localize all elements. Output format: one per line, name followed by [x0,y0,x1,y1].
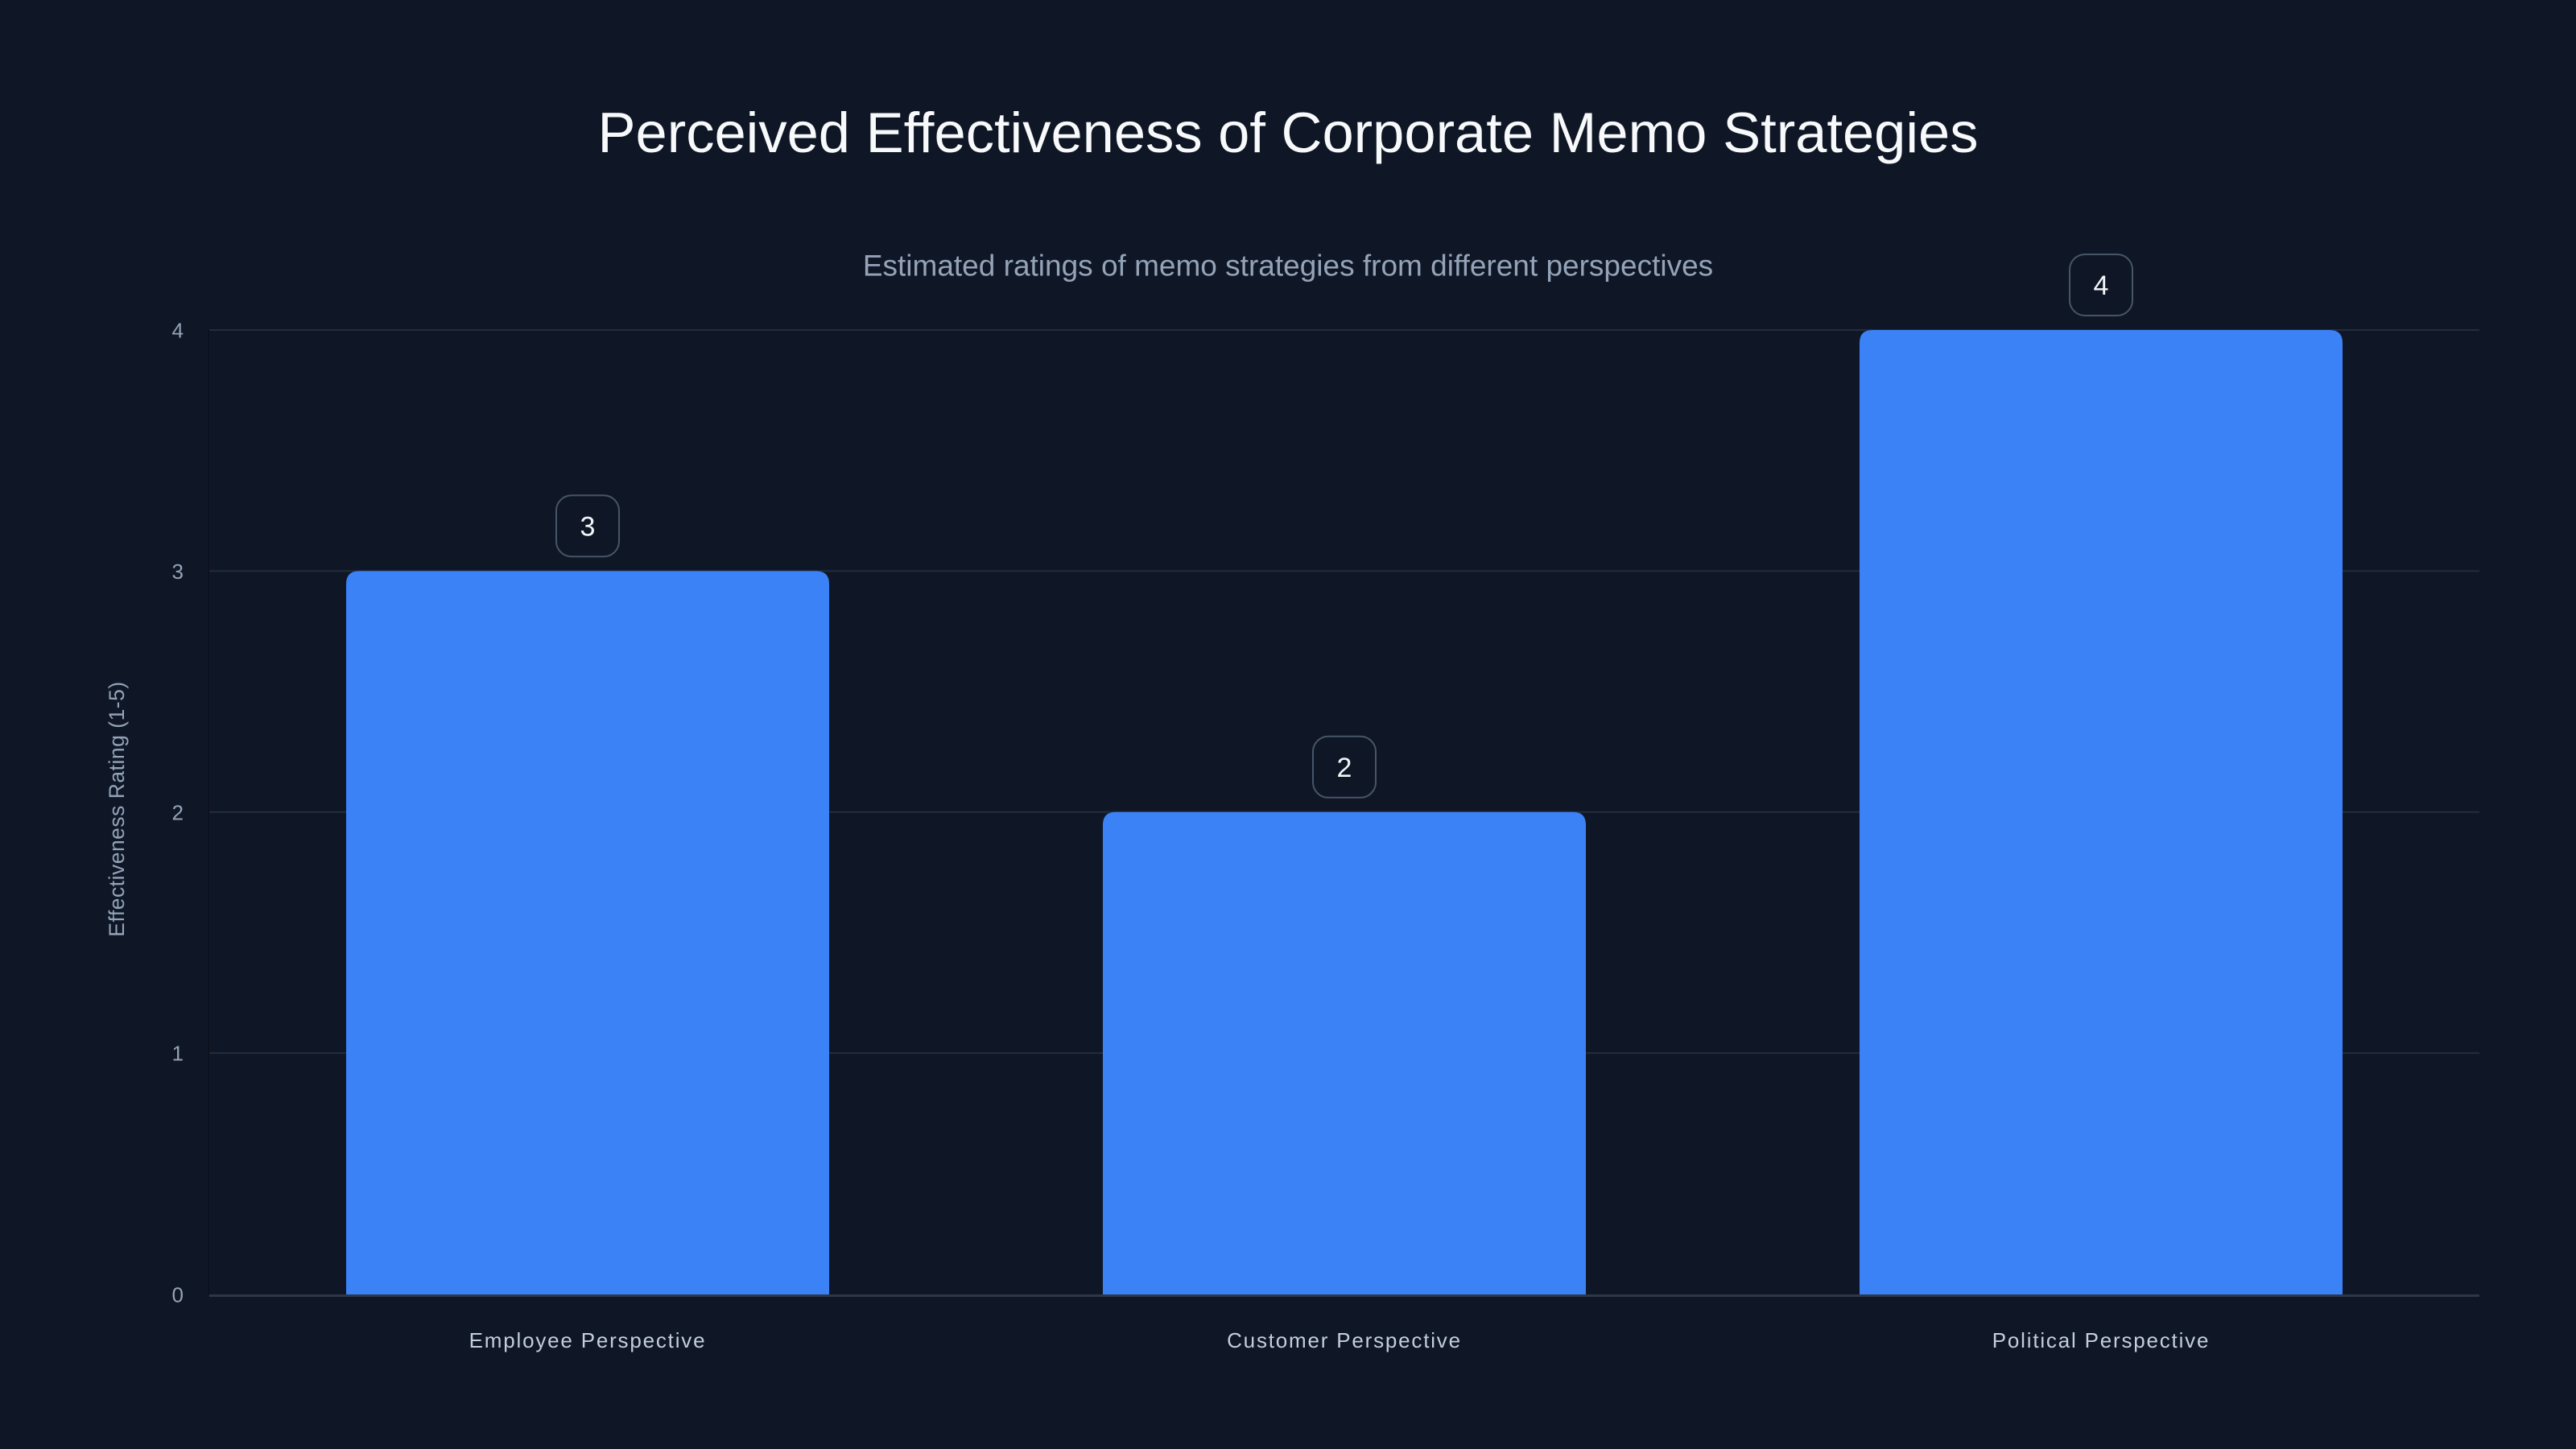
svg-text:0: 0 [172,1283,184,1307]
svg-text:Customer Perspective: Customer Perspective [1227,1328,1462,1352]
svg-text:4: 4 [2094,270,2109,301]
svg-text:Employee Perspective: Employee Perspective [469,1328,707,1352]
svg-text:2: 2 [1337,753,1352,783]
svg-text:Effectiveness Rating (1-5): Effectiveness Rating (1-5) [105,681,129,936]
svg-text:1: 1 [172,1042,184,1066]
svg-text:Perceived Effectiveness of Cor: Perceived Effectiveness of Corporate Mem… [597,101,1978,164]
svg-text:Estimated ratings of memo stra: Estimated ratings of memo strategies fro… [863,250,1713,283]
svg-text:3: 3 [172,559,184,584]
svg-text:3: 3 [580,511,596,542]
svg-text:4: 4 [172,319,184,343]
svg-text:2: 2 [172,800,184,824]
svg-text:Political Perspective: Political Perspective [1992,1328,2210,1352]
